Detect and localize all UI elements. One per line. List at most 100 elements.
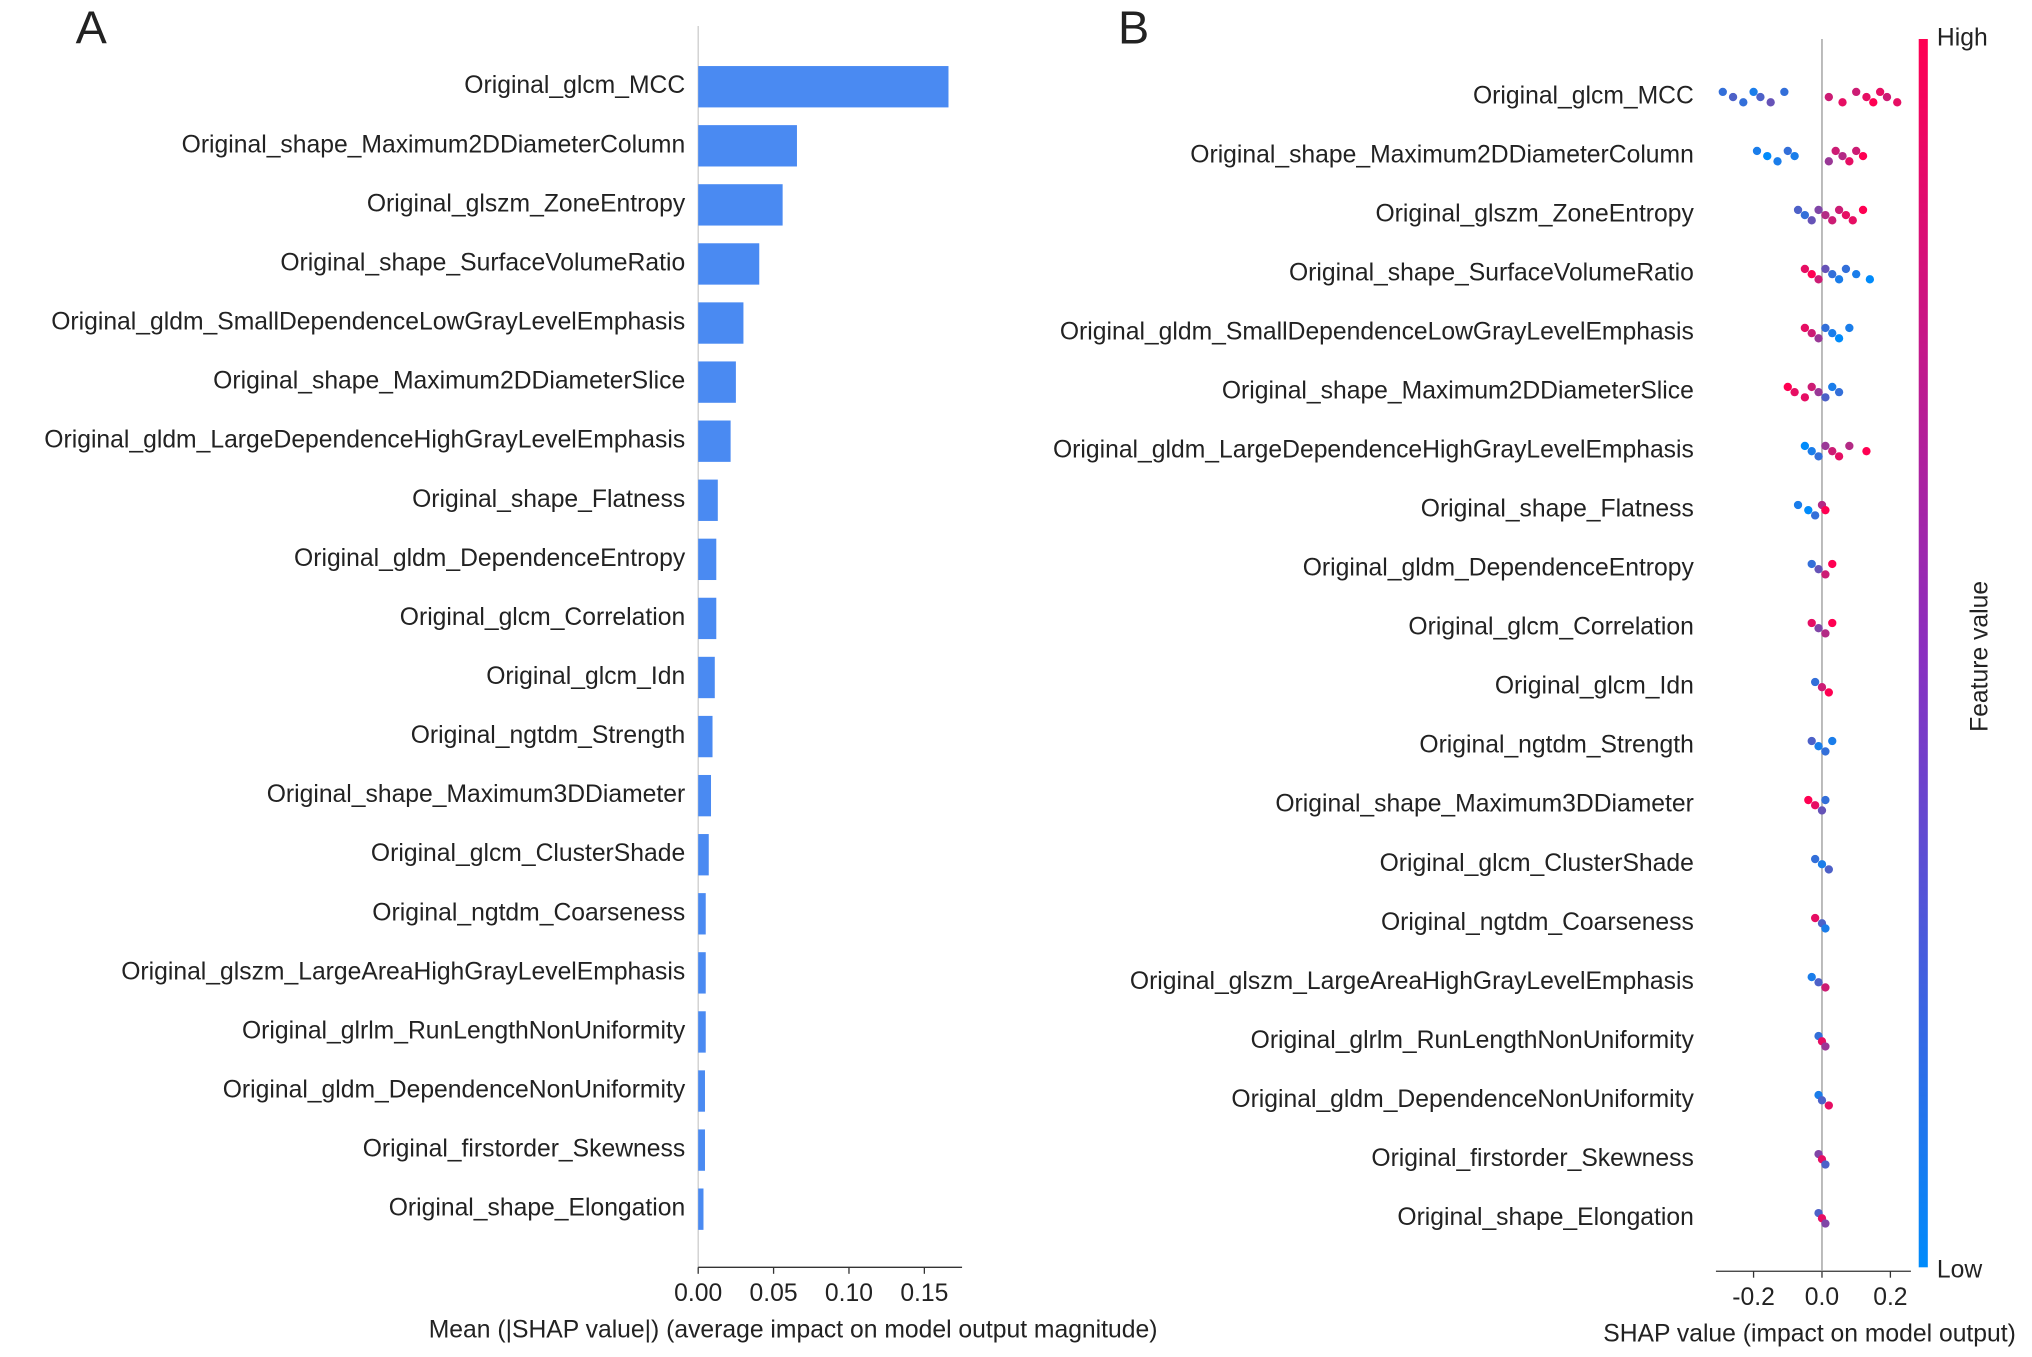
shap-point bbox=[1824, 157, 1833, 166]
y-tick-label: Original_glcm_MCC bbox=[1473, 83, 1694, 110]
shap-point bbox=[1817, 683, 1827, 692]
bar bbox=[698, 361, 736, 403]
y-tick-label: Original_gldm_DependenceEntropy bbox=[294, 545, 686, 572]
bar bbox=[698, 243, 760, 285]
shap-point bbox=[1756, 92, 1765, 102]
shap-point bbox=[1834, 334, 1844, 343]
y-tick-label: Original_gldm_LargeDependenceHighGrayLev… bbox=[1053, 437, 1694, 464]
shap-point bbox=[1807, 618, 1816, 628]
shap-point bbox=[1807, 269, 1816, 279]
shap-point bbox=[1783, 382, 1792, 392]
shap-point bbox=[1845, 323, 1854, 333]
shap-point bbox=[1824, 865, 1833, 874]
shap-point bbox=[1821, 629, 1830, 638]
shap-point bbox=[1828, 736, 1837, 746]
shap-point bbox=[1821, 1160, 1830, 1169]
shap-point bbox=[1793, 205, 1803, 215]
y-tick-label: Original_shape_SurfaceVolumeRatio bbox=[280, 249, 685, 276]
shap-point bbox=[1828, 447, 1837, 456]
y-tick-label: Original_glcm_Idn bbox=[486, 663, 685, 690]
shap-point bbox=[1831, 146, 1840, 156]
shap-point bbox=[1821, 924, 1830, 933]
shap-point bbox=[1848, 216, 1857, 225]
colorbar bbox=[1918, 38, 1928, 1268]
shap-point bbox=[1821, 983, 1830, 992]
colorbar-low: Low bbox=[1937, 1257, 1982, 1284]
shap-point bbox=[1875, 87, 1885, 97]
y-tick-label: Original_ngtdm_Coarseness bbox=[1381, 909, 1694, 936]
shap-point bbox=[1852, 87, 1861, 97]
x-tick-label: 0.05 bbox=[750, 1280, 798, 1307]
y-tick-label: Original_gldm_SmallDependenceLowGrayLeve… bbox=[1060, 319, 1694, 346]
shap-point bbox=[1817, 860, 1827, 869]
shap-point bbox=[1800, 264, 1810, 274]
x-axis-label: Mean (|SHAP value|) (average impact on m… bbox=[429, 1317, 1158, 1344]
shap-point bbox=[1821, 570, 1830, 579]
bar bbox=[698, 184, 783, 226]
bar bbox=[698, 1188, 704, 1230]
shap-point bbox=[1821, 1042, 1830, 1051]
shap-point bbox=[1807, 972, 1816, 982]
shap-point bbox=[1821, 323, 1830, 333]
y-tick-label: Original_shape_Maximum3DDiameter bbox=[267, 781, 685, 808]
bar bbox=[698, 1070, 705, 1112]
shap-point bbox=[1804, 506, 1813, 515]
shap-point bbox=[1780, 87, 1789, 97]
shap-point bbox=[1852, 269, 1861, 279]
panel-label: B bbox=[1118, 2, 1149, 54]
y-tick-label: Original_ngtdm_Strength bbox=[411, 722, 685, 749]
shap-point bbox=[1804, 795, 1813, 805]
y-tick-label: Original_glszm_LargeAreaHighGrayLevelEmp… bbox=[121, 958, 685, 985]
shap-point bbox=[1718, 87, 1727, 97]
shap-point bbox=[1807, 328, 1816, 338]
shap-point bbox=[1882, 92, 1892, 102]
shap-point bbox=[1807, 216, 1816, 225]
shap-point bbox=[1821, 1219, 1830, 1228]
shap-point bbox=[1821, 747, 1830, 756]
shap-point bbox=[1752, 146, 1762, 156]
shap-point bbox=[1807, 447, 1816, 456]
shap-point bbox=[1790, 151, 1799, 161]
y-tick-label: Original_shape_Maximum2DDiameterColumn bbox=[1190, 142, 1694, 169]
shap-point bbox=[1821, 393, 1830, 402]
y-tick-label: Original_glcm_Correlation bbox=[400, 604, 685, 631]
shap-point bbox=[1828, 216, 1837, 225]
bar bbox=[698, 1011, 706, 1053]
y-tick-label: Original_glszm_LargeAreaHighGrayLevelEmp… bbox=[1130, 968, 1694, 995]
y-tick-label: Original_glcm_ClusterShade bbox=[1380, 850, 1694, 877]
panel-label: A bbox=[76, 2, 108, 54]
shap-point bbox=[1810, 677, 1820, 687]
y-tick-label: Original_ngtdm_Coarseness bbox=[372, 899, 685, 926]
shap-point bbox=[1739, 98, 1748, 107]
shap-point bbox=[1834, 387, 1844, 397]
shap-point bbox=[1845, 441, 1854, 451]
shap-point bbox=[1783, 146, 1792, 156]
shap-point bbox=[1834, 452, 1844, 461]
shap-point bbox=[1828, 382, 1837, 392]
x-tick-label: 0.00 bbox=[674, 1280, 722, 1307]
y-tick-label: Original_glcm_MCC bbox=[464, 72, 685, 99]
shap-point bbox=[1800, 210, 1810, 220]
shap-point bbox=[1763, 151, 1772, 161]
y-tick-label: Original_ngtdm_Strength bbox=[1419, 732, 1693, 759]
y-tick-label: Original_glcm_ClusterShade bbox=[371, 840, 685, 867]
y-tick-label: Original_glrlm_RunLengthNonUniformity bbox=[1251, 1027, 1695, 1054]
shap-point bbox=[1828, 559, 1837, 569]
y-tick-label: Original_glszm_ZoneEntropy bbox=[1375, 201, 1694, 228]
shap-point bbox=[1893, 98, 1902, 107]
bar bbox=[698, 420, 731, 462]
colorbar-label: Feature value bbox=[1967, 581, 1994, 732]
shap-point bbox=[1828, 328, 1837, 338]
y-tick-label: Original_gldm_SmallDependenceLowGrayLeve… bbox=[51, 309, 685, 336]
y-tick-label: Original_shape_Maximum3DDiameter bbox=[1275, 791, 1693, 818]
shap-point bbox=[1814, 624, 1823, 633]
shap-point bbox=[1814, 978, 1823, 987]
bar bbox=[698, 656, 715, 699]
x-tick-label: 0.10 bbox=[825, 1280, 873, 1307]
shap-point bbox=[1814, 387, 1823, 397]
bar bbox=[698, 952, 706, 994]
shap-point bbox=[1817, 1096, 1827, 1105]
shap-point bbox=[1858, 205, 1868, 215]
